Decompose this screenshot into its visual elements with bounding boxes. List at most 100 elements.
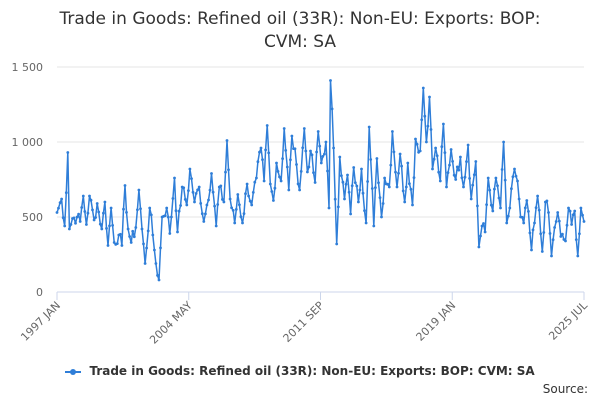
data-point[interactable] [374, 186, 377, 190]
data-point[interactable] [97, 210, 101, 214]
data-point[interactable] [187, 189, 190, 193]
data-point[interactable] [156, 274, 159, 277]
data-point[interactable] [307, 165, 311, 169]
data-point[interactable] [564, 239, 567, 243]
data-point[interactable] [332, 146, 335, 150]
data-point[interactable] [131, 229, 135, 233]
data-point[interactable] [170, 215, 173, 219]
data-point[interactable] [370, 187, 374, 190]
data-point[interactable] [273, 186, 277, 190]
data-point[interactable] [442, 122, 445, 126]
data-point[interactable] [185, 203, 189, 207]
data-point[interactable] [401, 189, 405, 193]
data-point[interactable] [520, 215, 524, 219]
data-point[interactable] [449, 148, 453, 151]
data-point[interactable] [177, 209, 181, 213]
data-point[interactable] [112, 241, 116, 244]
data-point[interactable] [216, 203, 220, 206]
data-point[interactable] [363, 209, 366, 213]
data-point[interactable] [357, 200, 360, 204]
data-point[interactable] [327, 206, 331, 210]
data-point[interactable] [299, 170, 303, 173]
data-point[interactable] [344, 182, 348, 186]
data-point[interactable] [176, 230, 179, 234]
data-point[interactable] [270, 190, 274, 193]
data-point[interactable] [452, 173, 456, 177]
data-point[interactable] [534, 206, 538, 210]
data-point[interactable] [83, 210, 87, 213]
data-point[interactable] [166, 215, 170, 219]
data-point[interactable] [275, 161, 278, 165]
data-point[interactable] [213, 204, 217, 208]
data-point[interactable] [483, 230, 487, 234]
data-point[interactable] [333, 197, 337, 201]
data-point[interactable] [533, 221, 536, 225]
data-point[interactable] [242, 212, 246, 216]
data-point[interactable] [522, 221, 526, 225]
data-point[interactable] [316, 130, 320, 133]
data-point[interactable] [319, 161, 323, 165]
data-point[interactable] [250, 203, 254, 207]
data-point[interactable] [88, 194, 91, 198]
data-point[interactable] [190, 177, 193, 181]
data-point[interactable] [136, 208, 139, 212]
data-point[interactable] [148, 206, 152, 210]
data-point[interactable] [463, 175, 467, 179]
data-point[interactable] [68, 227, 71, 231]
data-point[interactable] [330, 107, 334, 111]
data-point[interactable] [571, 213, 575, 217]
data-point[interactable] [420, 118, 424, 122]
data-point[interactable] [219, 184, 223, 188]
data-point[interactable] [255, 176, 258, 180]
data-point[interactable] [429, 128, 433, 131]
data-point[interactable] [574, 238, 578, 242]
data-point[interactable] [375, 157, 379, 160]
data-point[interactable] [154, 262, 158, 265]
data-point[interactable] [253, 180, 257, 184]
data-point[interactable] [477, 245, 481, 249]
data-point[interactable] [179, 204, 183, 207]
data-point[interactable] [225, 139, 229, 142]
data-point[interactable] [457, 168, 461, 172]
data-point[interactable] [261, 158, 264, 162]
data-point[interactable] [582, 220, 586, 223]
data-point[interactable] [132, 235, 136, 239]
data-point[interactable] [119, 232, 122, 236]
data-point[interactable] [556, 211, 560, 214]
data-point[interactable] [109, 206, 113, 210]
data-point[interactable] [528, 231, 532, 235]
data-point[interactable] [485, 203, 488, 207]
data-point[interactable] [214, 224, 218, 228]
data-point[interactable] [525, 199, 529, 202]
data-point[interactable] [139, 207, 142, 211]
data-point[interactable] [581, 213, 584, 217]
data-point[interactable] [64, 191, 68, 195]
data-point[interactable] [234, 208, 238, 211]
data-point[interactable] [94, 216, 97, 219]
data-point[interactable] [459, 155, 462, 159]
data-point[interactable] [469, 197, 473, 201]
data-point[interactable] [400, 164, 403, 168]
data-point[interactable] [69, 223, 73, 226]
data-point[interactable] [100, 227, 104, 231]
data-point[interactable] [506, 214, 510, 218]
data-point[interactable] [454, 178, 458, 181]
data-point[interactable] [233, 221, 237, 225]
data-point[interactable] [284, 149, 288, 152]
data-point[interactable] [91, 208, 94, 212]
data-point[interactable] [414, 137, 417, 141]
data-point[interactable] [302, 127, 306, 130]
data-point[interactable] [472, 173, 476, 177]
data-point[interactable] [182, 186, 186, 190]
data-point[interactable] [145, 246, 149, 250]
data-point[interactable] [474, 160, 478, 163]
data-point[interactable] [324, 140, 328, 144]
data-point[interactable] [74, 221, 77, 225]
data-point[interactable] [289, 158, 292, 162]
data-point[interactable] [423, 114, 427, 118]
data-point[interactable] [451, 160, 454, 163]
data-point[interactable] [102, 211, 105, 215]
data-point[interactable] [224, 170, 227, 174]
data-point[interactable] [462, 185, 465, 189]
data-point[interactable] [455, 165, 459, 169]
